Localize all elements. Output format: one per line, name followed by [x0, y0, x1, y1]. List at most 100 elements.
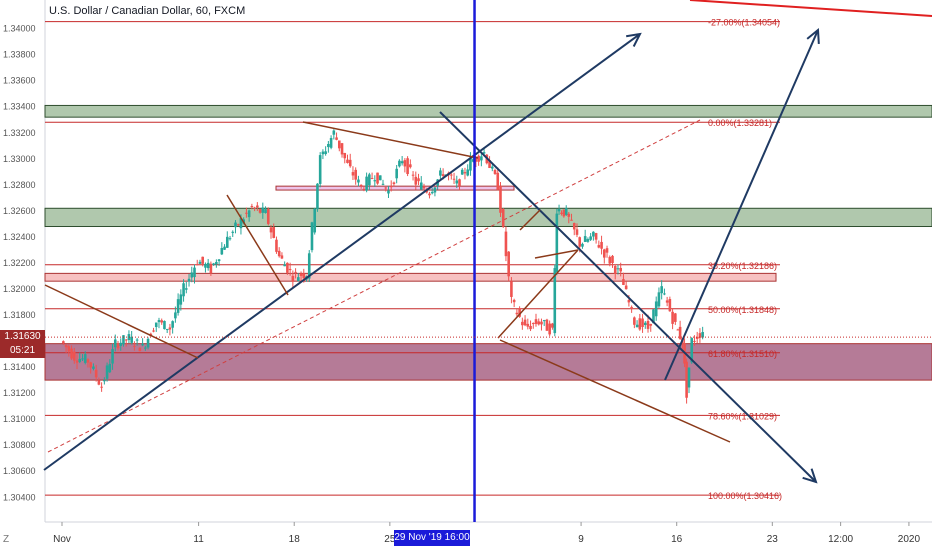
candle-body: [72, 351, 76, 361]
candle-body: [633, 317, 636, 325]
candle-body: [354, 169, 357, 180]
candle-body: [119, 342, 123, 346]
candle-body: [480, 156, 483, 161]
candle-body: [490, 166, 494, 169]
candle-body: [209, 263, 213, 274]
candle-body: [545, 319, 549, 331]
candle-body: [78, 358, 82, 362]
candle-body: [122, 335, 125, 345]
candle-body: [403, 160, 407, 167]
candle-body: [507, 251, 510, 277]
y-tick-label: 1.33200: [3, 128, 36, 138]
candle-body: [406, 158, 409, 175]
candle-body: [253, 207, 256, 209]
candle-body: [275, 239, 278, 252]
candle-body: [297, 277, 300, 282]
fib-label-0: -27.00%(1.34054): [708, 18, 780, 28]
candle-body: [560, 212, 563, 214]
candle-body: [256, 205, 259, 208]
x-tick-label: 16: [671, 534, 683, 545]
candle-body: [482, 152, 486, 154]
candle-body: [674, 313, 677, 322]
candle-body: [510, 281, 513, 297]
candle-body: [594, 233, 598, 240]
candle-body: [422, 186, 426, 189]
candle-body: [630, 306, 633, 308]
candle-body: [269, 227, 273, 233]
candle-body: [452, 178, 456, 180]
candle-body: [62, 341, 65, 344]
x-tick-label: 2020: [898, 534, 921, 545]
candle-body: [368, 174, 371, 186]
candle-body: [81, 358, 84, 360]
zone-green-1: [44, 207, 932, 228]
candle-body: [515, 312, 519, 315]
candle-body: [668, 299, 672, 312]
candle-body: [370, 178, 374, 180]
candle-body: [521, 321, 524, 326]
candle-body: [329, 138, 333, 148]
trendline-flag-1: [519, 209, 541, 231]
candle-body: [94, 369, 98, 378]
candle-body: [398, 160, 401, 167]
candle-body: [597, 245, 601, 248]
candle-body: [113, 339, 117, 348]
candle-body: [152, 330, 155, 332]
y-tick-label: 1.33800: [3, 50, 36, 60]
fib-label-3: 50.00%(1.31848): [708, 305, 777, 315]
trendline-flag-2: [534, 249, 579, 259]
candle-body: [174, 312, 177, 319]
candle-body: [168, 327, 172, 330]
candle-body: [534, 319, 538, 324]
candle-body: [455, 180, 459, 184]
y-tick-label: 1.30600: [3, 466, 36, 476]
candle-body: [414, 176, 418, 185]
candle-body: [124, 339, 128, 341]
candle-body: [641, 318, 644, 327]
candle-body: [343, 152, 347, 159]
y-tick-label: 1.32200: [3, 258, 36, 268]
candle-body: [499, 185, 502, 213]
candle-body: [613, 266, 617, 274]
candle-body: [239, 218, 243, 229]
candle-body: [460, 169, 464, 175]
candle-body: [555, 213, 559, 273]
candle-body: [261, 207, 265, 213]
candle-body: [663, 293, 666, 295]
candle-body: [225, 236, 229, 248]
candle-body: [335, 137, 338, 140]
candle-body: [346, 159, 349, 163]
candle-body: [646, 320, 650, 329]
candle-body: [163, 320, 166, 330]
candle-body: [89, 362, 92, 368]
candle-body: [340, 143, 344, 155]
trendline-early-fall: [44, 284, 199, 359]
chart-title: U.S. Dollar / Canadian Dollar, 60, FXCM: [49, 5, 246, 17]
candle-body: [250, 205, 254, 207]
candle-body: [439, 170, 442, 176]
candle-body: [469, 157, 472, 171]
candle-body: [562, 209, 566, 217]
zoom-button[interactable]: Z: [3, 534, 10, 545]
candle-body: [512, 299, 516, 303]
fib-label-2: 38.20%(1.32186): [708, 261, 777, 271]
x-tick-label: 12:00: [828, 534, 853, 545]
candle-body: [463, 172, 467, 174]
candle-body: [83, 354, 87, 363]
candle-body: [75, 360, 79, 363]
trendline-falling-long: [439, 111, 817, 483]
candle-body: [67, 346, 71, 352]
candle-body: [266, 208, 270, 224]
candle-body: [141, 343, 144, 346]
candle-body: [133, 345, 136, 347]
y-tick-label: 1.33400: [3, 102, 36, 112]
candle-body: [693, 340, 696, 342]
candle-body: [551, 323, 554, 328]
candle-body: [635, 324, 639, 328]
candle-body: [223, 246, 226, 250]
x-tick-label: 18: [289, 534, 301, 545]
y-tick-label: 1.32800: [3, 180, 36, 190]
candle-body: [698, 333, 702, 338]
